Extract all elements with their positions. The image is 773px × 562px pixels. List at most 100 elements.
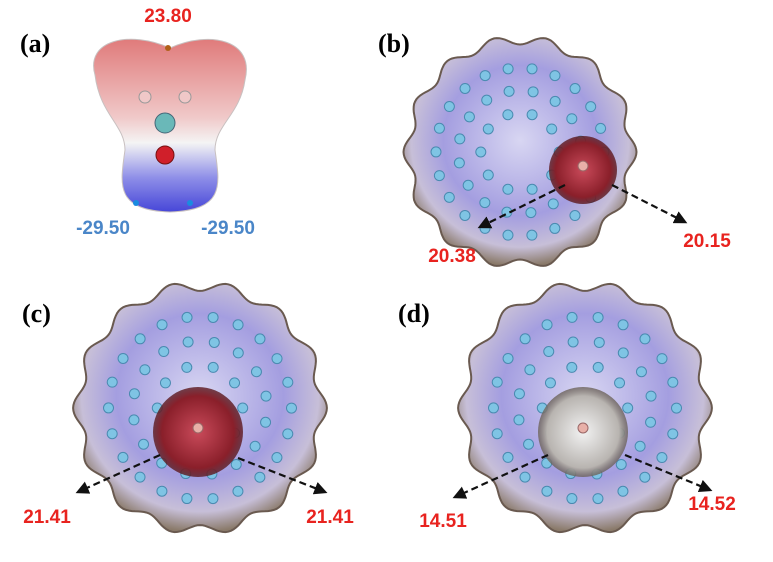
atom [156, 485, 168, 497]
atom [481, 94, 493, 106]
atom [491, 428, 503, 440]
atom [430, 146, 442, 158]
atom [463, 111, 475, 123]
atom [285, 402, 297, 414]
atom [503, 85, 515, 97]
atom [569, 83, 581, 95]
atom [549, 70, 561, 82]
atom [541, 319, 553, 331]
atom [527, 86, 539, 98]
arrow [611, 184, 688, 224]
atom [154, 112, 176, 134]
atom [181, 493, 193, 505]
value-label: 14.52 [688, 494, 736, 515]
atom [459, 209, 471, 221]
atom [207, 493, 219, 505]
atom [524, 364, 536, 376]
extremum-point [165, 45, 171, 51]
atom [106, 428, 118, 440]
value-label: 23.80 [144, 6, 192, 27]
atom [639, 333, 651, 345]
atom [617, 347, 629, 359]
atom [595, 122, 607, 134]
atom [502, 451, 514, 463]
atom [656, 353, 668, 365]
atom [232, 347, 244, 359]
atom [453, 157, 465, 169]
atom [139, 364, 151, 376]
atom [462, 179, 474, 191]
panel-label: (c) [22, 299, 51, 328]
atom [159, 377, 171, 389]
atom [592, 311, 604, 323]
atom [491, 376, 503, 388]
atom [433, 122, 445, 134]
atom [254, 471, 266, 483]
atom [229, 377, 241, 389]
discs [72, 37, 713, 534]
atom [117, 451, 129, 463]
atom [671, 402, 682, 414]
value-label: -29.50 [76, 218, 130, 239]
atom [569, 210, 581, 222]
atom [182, 336, 194, 348]
atom [593, 336, 605, 348]
atom [635, 366, 647, 378]
atom [614, 377, 626, 389]
arrow [477, 184, 566, 229]
atom [549, 95, 561, 107]
atom [479, 197, 491, 209]
atom [103, 402, 115, 414]
atom [667, 428, 679, 440]
panel-label: (d) [398, 299, 430, 328]
atom [479, 70, 491, 82]
atom [566, 493, 578, 505]
atom [656, 452, 668, 464]
atom [181, 311, 193, 323]
atom [260, 390, 272, 402]
atom [543, 346, 555, 358]
atom [459, 82, 471, 94]
atom [592, 361, 604, 373]
atom [585, 101, 597, 113]
atom [192, 422, 204, 434]
value-label: 14.51 [419, 511, 467, 532]
atom [158, 346, 170, 358]
atom [156, 319, 168, 331]
atom [443, 101, 455, 113]
atom [282, 376, 294, 388]
atom [475, 146, 487, 158]
atom [232, 485, 244, 497]
atom [577, 422, 589, 434]
atom [541, 485, 553, 497]
atom [433, 170, 445, 182]
atom [488, 402, 500, 414]
extremum-point [133, 200, 139, 206]
atom [237, 402, 249, 414]
atom [526, 109, 538, 121]
atom [549, 222, 561, 234]
atom [526, 229, 538, 241]
atom [128, 414, 140, 426]
atom [502, 183, 514, 195]
value-label: -29.50 [201, 218, 255, 239]
atom [106, 376, 118, 388]
atom [519, 471, 531, 483]
atom [454, 133, 466, 145]
atom [566, 311, 578, 323]
value-label: 20.15 [683, 231, 731, 252]
atom [667, 376, 679, 388]
atom [546, 123, 558, 135]
atom [502, 63, 514, 75]
atom [178, 90, 192, 104]
atom [208, 336, 220, 348]
atom [566, 113, 578, 125]
atom [513, 388, 525, 400]
atom [622, 402, 634, 414]
value-label: 20.38 [428, 246, 476, 267]
atom [138, 90, 152, 104]
atom [134, 333, 146, 345]
extremum-point [187, 200, 193, 206]
atom [526, 63, 538, 75]
